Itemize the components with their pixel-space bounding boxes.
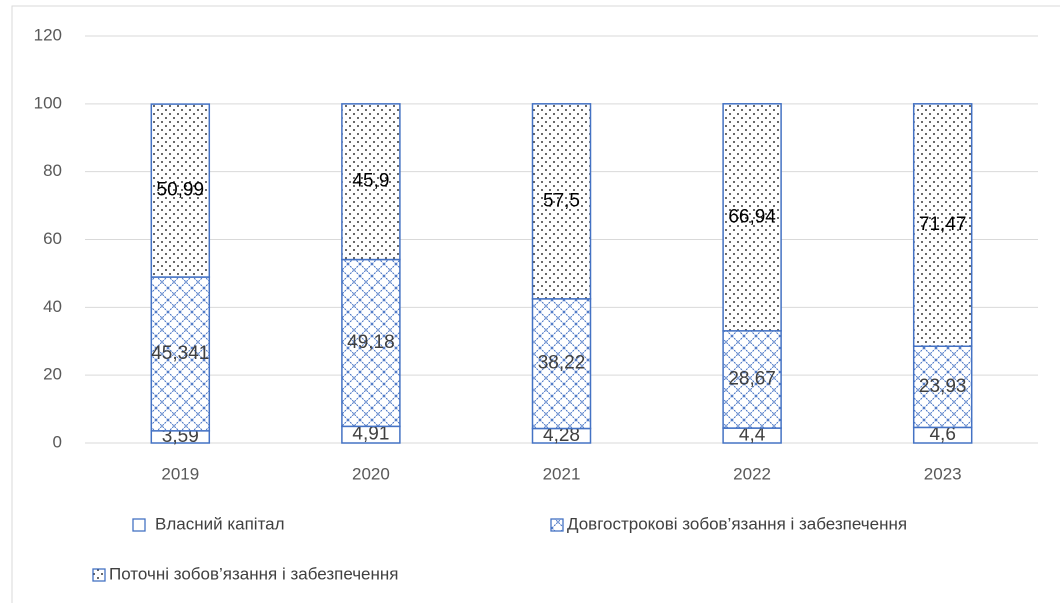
data-label: 28,67 xyxy=(728,368,776,389)
y-tick-label: 20 xyxy=(43,365,62,384)
chart-frame xyxy=(11,5,1060,603)
y-tick-label: 40 xyxy=(43,297,62,316)
legend-marker xyxy=(550,518,564,532)
data-label: 45,9 xyxy=(352,171,389,192)
data-label: 50,99 xyxy=(157,180,205,201)
bar-segment xyxy=(722,330,782,429)
x-tick-label: 2022 xyxy=(733,464,771,483)
legend-label: Власний капітал xyxy=(155,514,285,533)
data-label: 45,341 xyxy=(151,343,209,364)
bar-segment xyxy=(531,103,592,300)
bar-segment xyxy=(341,258,401,428)
bar-segment xyxy=(150,103,211,278)
y-tick-label: 120 xyxy=(34,25,62,44)
y-tick-label: 80 xyxy=(43,161,62,180)
y-tick-label: 0 xyxy=(53,432,62,451)
x-tick-label: 2020 xyxy=(352,464,390,483)
bar-segment xyxy=(341,103,401,261)
data-label: 4,4 xyxy=(739,425,766,446)
data-label: 4,28 xyxy=(543,425,580,446)
y-tick-label: 60 xyxy=(43,229,62,248)
x-tick-label: 2021 xyxy=(543,464,581,483)
data-label: 38,22 xyxy=(538,353,586,374)
data-label: 71,47 xyxy=(919,214,967,235)
x-tick-label: 2019 xyxy=(161,464,199,483)
data-label: 4,91 xyxy=(352,424,389,445)
data-label: 57,5 xyxy=(543,190,580,211)
data-label: 49,18 xyxy=(347,332,395,353)
legend-marker xyxy=(132,518,146,532)
legend-marker xyxy=(92,568,106,582)
bar-segment xyxy=(912,103,973,347)
x-tick-label: 2023 xyxy=(924,464,962,483)
bar-segment xyxy=(531,298,592,430)
legend-label: Поточні зобов’язання і забезпечення xyxy=(109,564,399,583)
y-tick-label: 100 xyxy=(34,93,62,112)
data-label: 66,94 xyxy=(728,206,776,227)
data-label: 23,93 xyxy=(919,376,967,397)
bar-segment xyxy=(722,103,782,332)
data-label: 4,6 xyxy=(929,424,955,445)
bar-segment xyxy=(912,345,973,429)
legend-label: Довгострокові зобов’язання і забезпеченн… xyxy=(567,514,907,533)
